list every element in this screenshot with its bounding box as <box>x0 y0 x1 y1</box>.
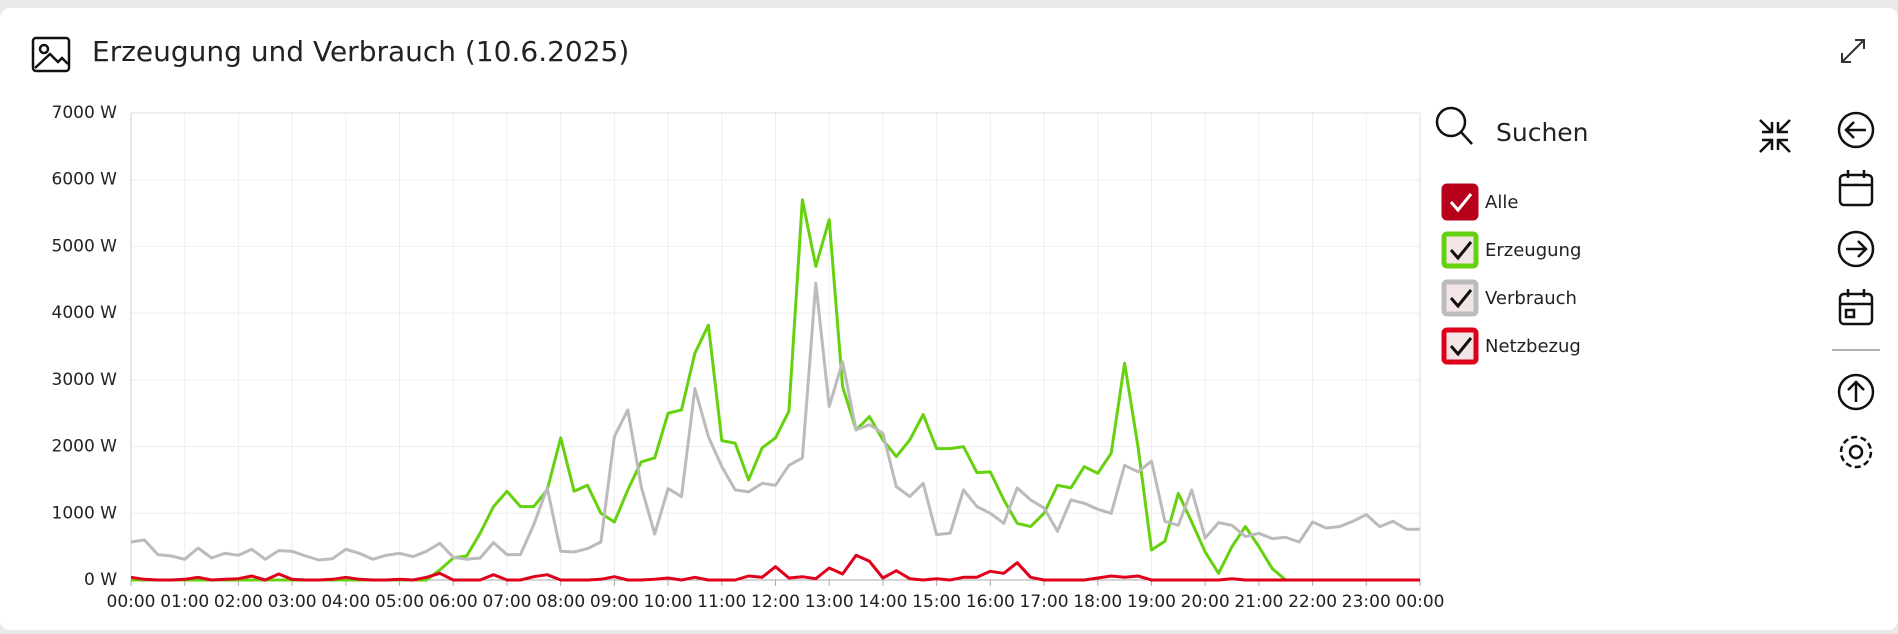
y-tick-label: 7000 W <box>52 103 118 123</box>
x-tick-label: 12:00 <box>751 592 800 612</box>
x-tick-label: 18:00 <box>1073 592 1122 612</box>
forward-button[interactable] <box>1837 230 1875 268</box>
back-button[interactable] <box>1837 111 1875 149</box>
x-tick-label: 03:00 <box>268 592 317 612</box>
legend-label[interactable]: Alle <box>1485 192 1518 213</box>
check-mark <box>1449 337 1473 357</box>
check-mark <box>1449 193 1473 213</box>
check-mark <box>1449 241 1473 261</box>
x-tick-label: 21:00 <box>1234 592 1283 612</box>
y-tick-label: 6000 W <box>52 170 118 190</box>
legend-label[interactable]: Verbrauch <box>1485 288 1577 309</box>
calendar-button[interactable] <box>1838 170 1874 207</box>
legend-checkbox[interactable] <box>1441 279 1479 317</box>
y-tick-label: 2000 W <box>52 437 118 457</box>
calendar-day-button[interactable] <box>1838 289 1874 326</box>
x-tick-label: 10:00 <box>644 592 693 612</box>
y-tick-label: 1000 W <box>52 503 118 523</box>
image-icon <box>31 36 71 73</box>
x-tick-label: 17:00 <box>1020 592 1069 612</box>
y-tick-label: 5000 W <box>52 236 118 256</box>
x-tick-label: 08:00 <box>536 592 585 612</box>
x-tick-label: 04:00 <box>321 592 370 612</box>
y-tick-label: 3000 W <box>52 370 118 390</box>
legend-checkbox[interactable] <box>1441 327 1479 365</box>
x-tick-label: 00:00 <box>1396 592 1445 612</box>
x-tick-label: 06:00 <box>429 592 478 612</box>
legend-checkbox[interactable] <box>1441 183 1479 221</box>
legend-checkbox[interactable] <box>1441 231 1479 269</box>
x-tick-label: 13:00 <box>805 592 854 612</box>
card-title: Erzeugung und Verbrauch (10.6.2025) <box>92 35 629 68</box>
search-icon[interactable] <box>1435 106 1473 145</box>
x-tick-label: 15:00 <box>912 592 961 612</box>
series-line <box>130 281 1420 562</box>
expand-icon[interactable] <box>1841 39 1865 63</box>
side-toolbar <box>1832 111 1880 469</box>
x-tick-label: 05:00 <box>375 592 424 612</box>
y-tick-label: 4000 W <box>52 303 118 323</box>
y-tick-label: 0 W <box>84 570 117 590</box>
upload-button[interactable] <box>1837 373 1875 411</box>
legend-label[interactable]: Netzbezug <box>1485 336 1581 357</box>
series-line <box>130 553 1420 582</box>
x-tick-label: 22:00 <box>1288 592 1337 612</box>
series-line <box>131 198 1420 582</box>
x-tick-label: 00:00 <box>107 592 156 612</box>
x-tick-label: 01:00 <box>160 592 209 612</box>
x-tick-label: 09:00 <box>590 592 639 612</box>
settings-button[interactable] <box>1839 435 1873 469</box>
search-label[interactable]: Suchen <box>1496 118 1589 147</box>
collapse-icon[interactable] <box>1759 119 1791 153</box>
x-tick-label: 02:00 <box>214 592 263 612</box>
x-tick-label: 14:00 <box>858 592 907 612</box>
chart: Erzeugung und Verbrauch (10.6.2025) Such… <box>31 35 1880 612</box>
card: Erzeugung und Verbrauch (10.6.2025) Such… <box>0 8 1898 630</box>
x-tick-label: 16:00 <box>966 592 1015 612</box>
x-tick-label: 11:00 <box>697 592 746 612</box>
check-mark <box>1449 289 1473 309</box>
x-tick-label: 20:00 <box>1181 592 1230 612</box>
x-tick-label: 07:00 <box>482 592 531 612</box>
x-tick-label: 19:00 <box>1127 592 1176 612</box>
legend-label[interactable]: Erzeugung <box>1485 240 1581 261</box>
x-tick-label: 23:00 <box>1342 592 1391 612</box>
